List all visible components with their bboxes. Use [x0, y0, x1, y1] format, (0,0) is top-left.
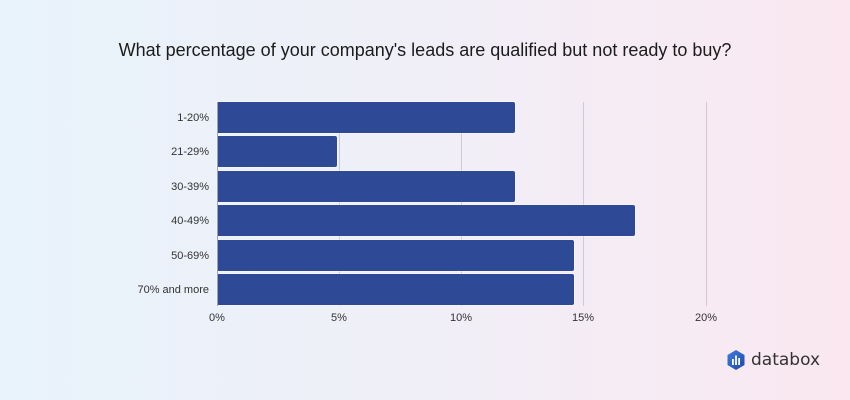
bar	[217, 136, 337, 168]
tick-label: 20%	[694, 312, 718, 324]
category-label: 40-49%	[171, 215, 209, 228]
databox-brand: databox	[727, 350, 820, 370]
category-label: 50-69%	[171, 249, 209, 262]
tick-label: 10%	[449, 312, 473, 324]
y-axis-line	[217, 102, 218, 306]
plot-area	[217, 102, 737, 306]
brand-name: databox	[751, 350, 821, 370]
gridline-10	[461, 102, 462, 306]
gridline-20	[706, 102, 707, 306]
bar	[217, 205, 636, 237]
databox-logo-icon	[727, 350, 745, 370]
gridline-15	[583, 102, 584, 306]
bar	[217, 274, 574, 305]
tick-label: 5%	[331, 312, 347, 324]
gridline-5	[339, 102, 340, 306]
tick-label: 0%	[209, 312, 225, 324]
bar	[217, 102, 516, 133]
category-label: 1-20%	[177, 112, 209, 124]
category-label: 21-29%	[171, 146, 209, 159]
bar	[217, 170, 516, 202]
category-label: 30-39%	[171, 180, 209, 193]
chart-title: What percentage of your company's leads …	[118, 40, 732, 60]
tick-label: 15%	[571, 312, 595, 324]
category-label: 70% and more	[137, 284, 209, 296]
bar	[217, 239, 574, 271]
